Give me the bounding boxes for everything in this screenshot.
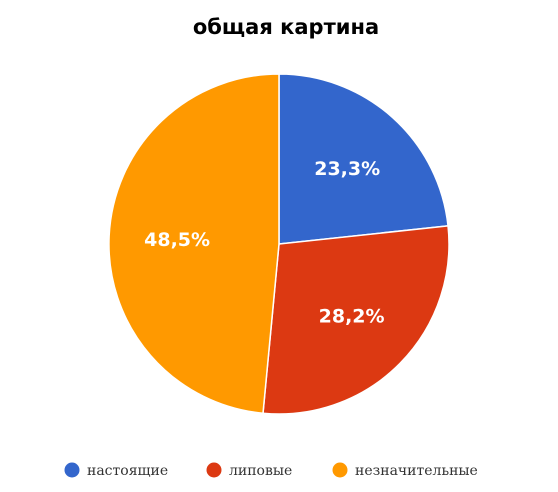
legend-label: незначительные xyxy=(355,463,478,479)
legend-swatch xyxy=(332,462,348,478)
pie-slices xyxy=(108,73,450,415)
legend-swatch xyxy=(64,462,80,478)
pie-slice[interactable] xyxy=(262,225,450,415)
slice-value-label: 48,5% xyxy=(144,229,210,251)
legend-label: настоящие xyxy=(87,463,168,479)
legend-swatch xyxy=(206,462,222,478)
legend-item[interactable]: настоящие xyxy=(64,462,169,480)
legend: настоящие липовые незначительные xyxy=(64,462,478,480)
pie-slice[interactable] xyxy=(278,73,449,245)
slice-value-label: 23,3% xyxy=(314,158,380,180)
legend-item[interactable]: липовые xyxy=(206,462,293,480)
pie-slice[interactable] xyxy=(108,73,280,415)
pie-slice-labels: 23,3% 28,2% 48,5% xyxy=(144,158,384,328)
legend-label: липовые xyxy=(229,463,292,479)
chart-title: общая картина xyxy=(193,15,379,39)
legend-item[interactable]: незначительные xyxy=(332,462,478,480)
slice-value-label: 28,2% xyxy=(319,306,385,328)
